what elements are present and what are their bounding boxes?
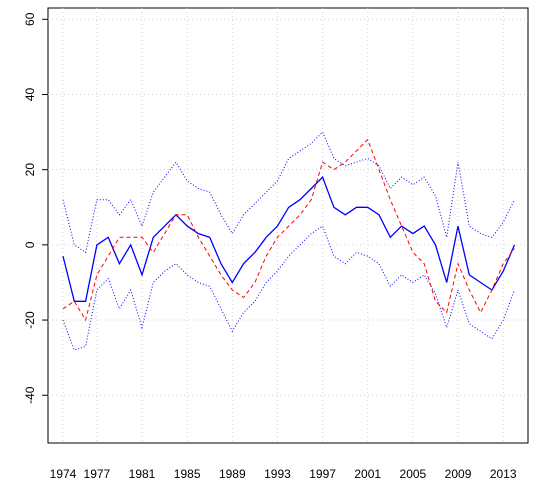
x-tick-label: 1989 xyxy=(219,467,246,481)
series-line xyxy=(62,176,516,302)
y-tick-label: -40 xyxy=(23,386,37,404)
y-tick-label: -20 xyxy=(23,311,37,329)
x-tick-label: 2005 xyxy=(400,467,427,481)
y-tick-label: 40 xyxy=(23,87,37,101)
x-tick-label: 1977 xyxy=(84,467,111,481)
y-tick-label: 60 xyxy=(23,12,37,26)
x-tick-label: 1993 xyxy=(264,467,291,481)
x-tick-label: 1981 xyxy=(129,467,156,481)
series-line xyxy=(62,131,515,254)
y-tick-label: 0 xyxy=(23,241,37,248)
series-line xyxy=(62,138,515,322)
x-tick-label: 1974 xyxy=(50,467,77,481)
y-tick-label: 20 xyxy=(23,163,37,177)
x-tick-label: 2001 xyxy=(354,467,381,481)
x-tick-label: 1997 xyxy=(309,467,336,481)
plot-frame xyxy=(47,7,529,444)
x-tick-label: 1985 xyxy=(174,467,201,481)
x-tick-label: 2013 xyxy=(490,467,517,481)
x-tick-label: 2009 xyxy=(445,467,472,481)
